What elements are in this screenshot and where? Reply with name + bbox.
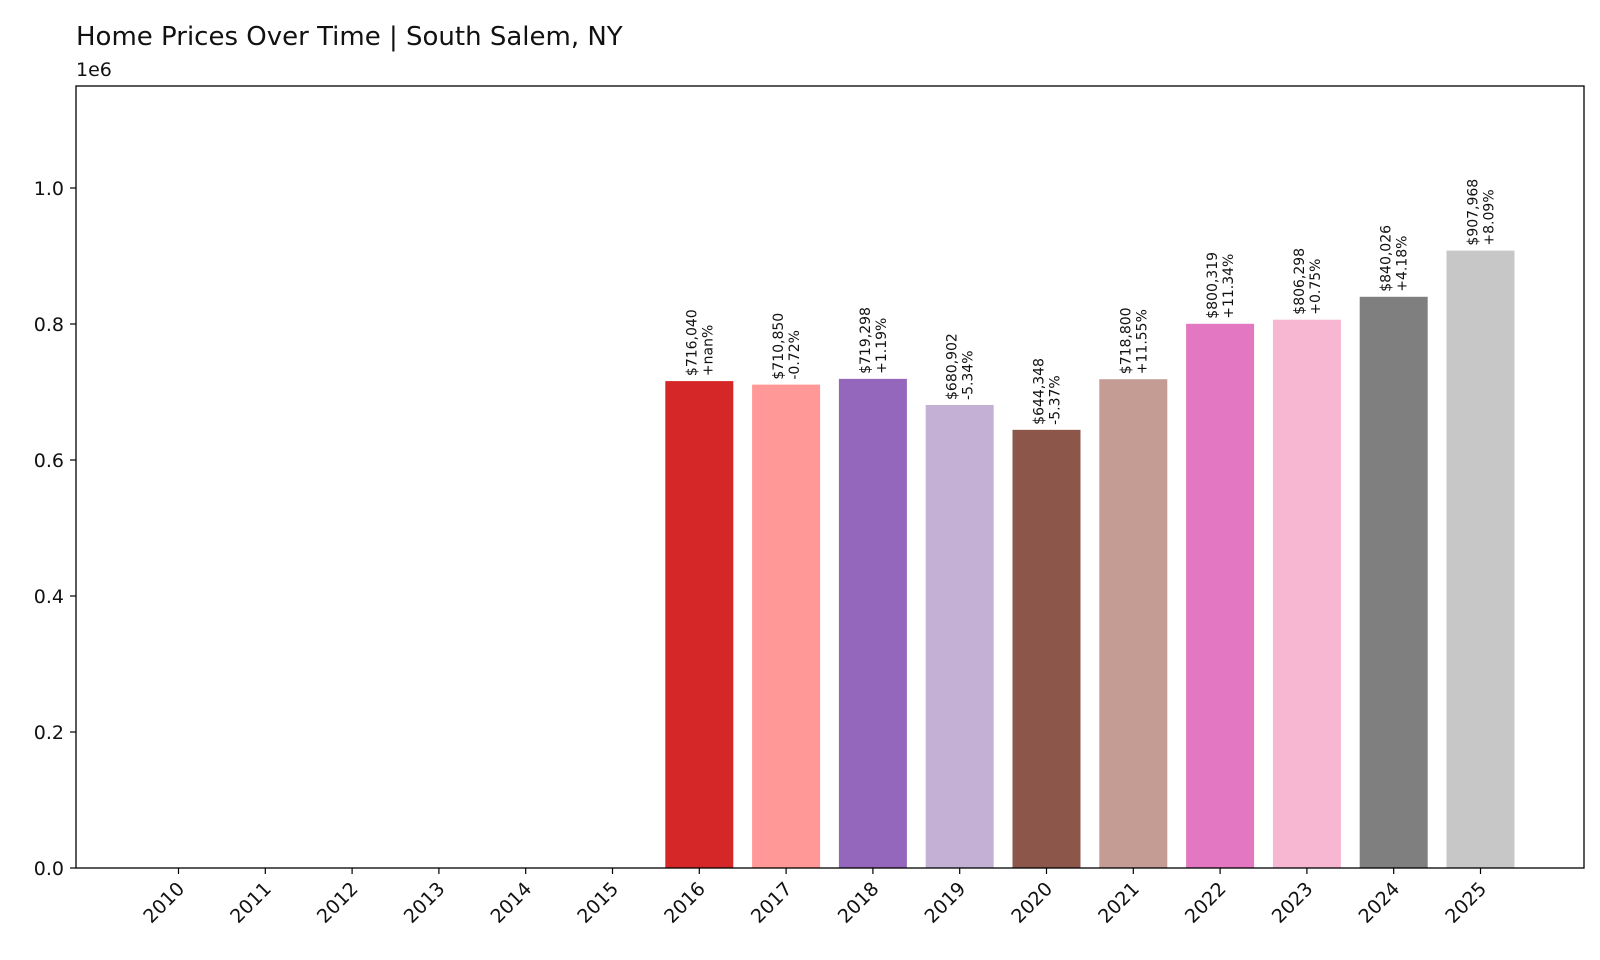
bar-2018 <box>838 378 907 868</box>
bar-change-label: +0.75% <box>1308 258 1324 314</box>
x-tick-label: 2013 <box>400 878 450 928</box>
bar-label-2025: $907,968 +8.09% <box>1466 179 1498 246</box>
plot-frame <box>75 85 1585 869</box>
x-tick-label: 2015 <box>573 878 623 928</box>
bar-2024 <box>1359 296 1428 868</box>
chart-title: Home Prices Over Time | South Salem, NY <box>76 22 623 52</box>
x-tick-label: 2018 <box>834 878 884 928</box>
x-tick-label: 2011 <box>226 878 276 928</box>
bar-2022 <box>1186 323 1255 868</box>
y-tick-label: 0.8 <box>34 314 64 336</box>
bar-change-label: +nan% <box>700 325 716 376</box>
x-tick-label: 2025 <box>1441 878 1491 928</box>
bar-label-2018: $719,298 +1.19% <box>858 307 890 374</box>
bar-change-label: +8.09% <box>1482 189 1498 245</box>
bar-label-2024: $840,026 +4.18% <box>1379 225 1411 292</box>
bar-change-label: +1.19% <box>874 318 890 374</box>
x-tick-label: 2014 <box>486 878 536 928</box>
bar-2019 <box>925 404 994 868</box>
bar-label-2022: $800,319 +11.34% <box>1205 252 1237 319</box>
bar-2023 <box>1272 319 1341 868</box>
x-tick-label: 2020 <box>1007 878 1057 928</box>
x-tick-label: 2010 <box>139 878 189 928</box>
x-tick-label: 2012 <box>313 878 363 928</box>
bars-group <box>665 250 1515 868</box>
bar-2016 <box>665 381 734 868</box>
bar-change-label: -0.72% <box>787 330 803 380</box>
bar-label-2017: $710,850 -0.72% <box>771 313 803 380</box>
bar-2017 <box>752 384 821 868</box>
bar-value-label: $800,319 <box>1205 252 1221 319</box>
bar-2025 <box>1446 250 1515 868</box>
bar-2020 <box>1012 429 1081 868</box>
bar-label-2019: $680,902 -5.34% <box>945 333 977 400</box>
bar-label-2023: $806,298 +0.75% <box>1292 248 1324 315</box>
bar-value-label: $840,026 <box>1379 225 1395 292</box>
y-tick-label: 0.0 <box>34 858 64 880</box>
bar-change-label: -5.34% <box>961 350 977 400</box>
y-axis: 0.0 0.2 0.4 0.6 0.8 1.0 <box>34 178 76 880</box>
bar-value-label: $716,040 <box>684 309 700 376</box>
y-tick-label: 0.4 <box>34 586 64 608</box>
bar-change-label: +11.55% <box>1134 309 1150 374</box>
x-tick-label: 2021 <box>1094 878 1144 928</box>
bar-label-2016: $716,040 +nan% <box>684 309 716 376</box>
y-tick-label: 0.2 <box>34 722 64 744</box>
bar-value-label: $907,968 <box>1466 179 1482 246</box>
x-tick-label: 2019 <box>920 878 970 928</box>
bar-value-label: $719,298 <box>858 307 874 374</box>
bar-value-label: $680,902 <box>945 333 961 400</box>
y-tick-label: 0.6 <box>34 450 64 472</box>
bar-value-label: $710,850 <box>771 313 787 380</box>
bar-value-label: $644,348 <box>1032 358 1048 425</box>
bar-label-2021: $718,800 +11.55% <box>1118 307 1150 374</box>
bar-value-label: $718,800 <box>1118 307 1134 374</box>
bar-change-label: -5.37% <box>1048 375 1064 425</box>
y-axis-offset-label: 1e6 <box>76 59 112 81</box>
y-tick-label: 1.0 <box>34 178 64 200</box>
x-tick-label: 2022 <box>1181 878 1231 928</box>
bar-change-label: +4.18% <box>1395 236 1411 292</box>
bar-2021 <box>1099 379 1168 868</box>
x-tick-label: 2016 <box>660 878 710 928</box>
bar-label-2020: $644,348 -5.37% <box>1032 358 1064 425</box>
bar-change-label: +11.34% <box>1221 254 1237 319</box>
bar-value-label: $806,298 <box>1292 248 1308 315</box>
x-tick-label: 2024 <box>1354 878 1404 928</box>
bar-labels-group: $716,040 +nan% $710,850 -0.72% $719,298 +1.19… <box>684 179 1497 425</box>
x-tick-label: 2023 <box>1268 878 1318 928</box>
x-tick-label: 2017 <box>747 878 797 928</box>
x-axis: 2010 2011 2012 2013 2014 2015 2016 2017 2018 2019… <box>139 868 1491 928</box>
